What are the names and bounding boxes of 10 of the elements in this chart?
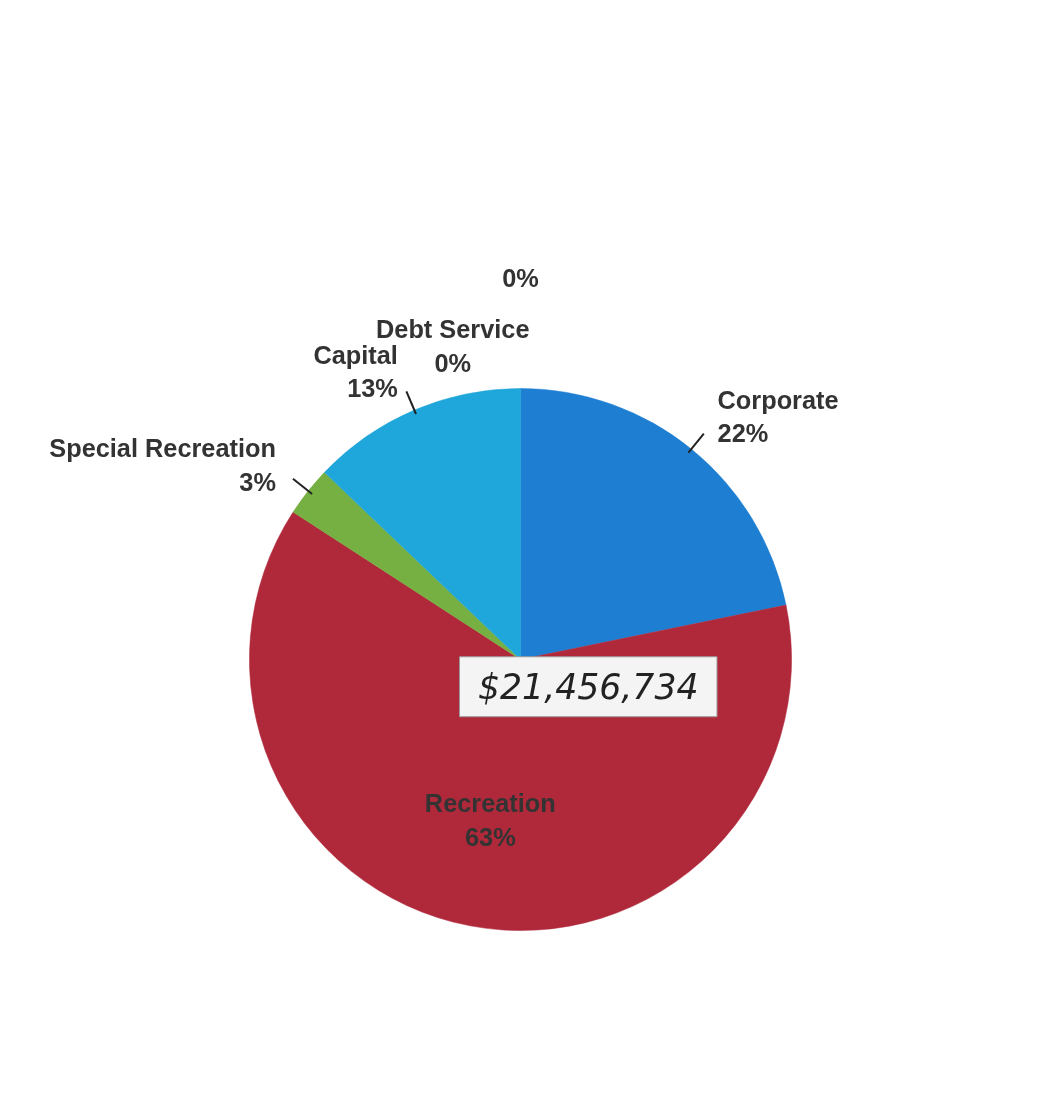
- slice-label: Recreation: [424, 789, 556, 818]
- slice-label: Special Recreation: [49, 434, 276, 463]
- text: 0%: [434, 348, 472, 377]
- text: 0%: [502, 264, 539, 292]
- data-label: 22%: [717, 419, 769, 448]
- data-label: 13%: [347, 374, 398, 403]
- slice-label: Corporate: [717, 385, 839, 414]
- text: $21,456,734: [478, 666, 699, 707]
- data-label: 63%: [464, 822, 516, 851]
- data-label: 3%: [239, 468, 276, 496]
